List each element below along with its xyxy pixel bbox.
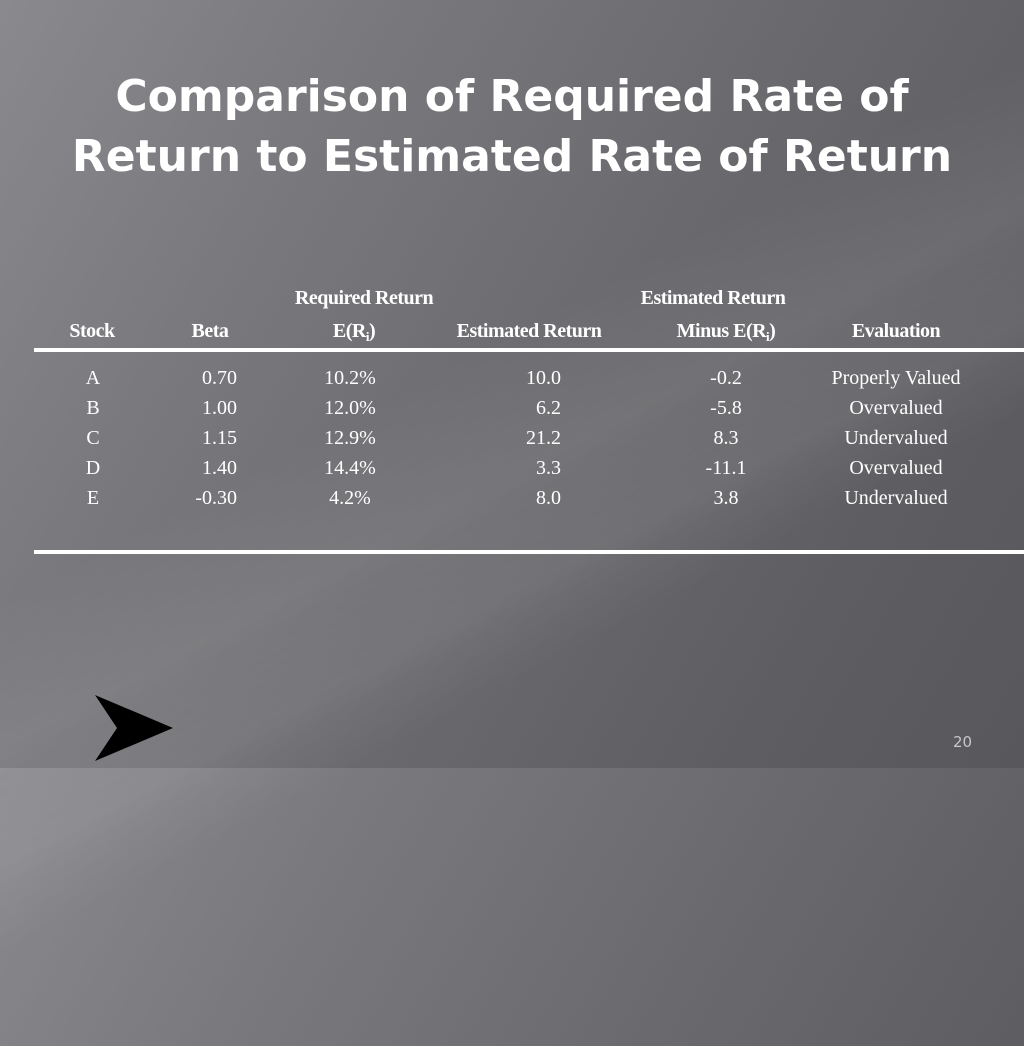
cell-stock: C bbox=[86, 427, 100, 449]
cell-evaluation: Overvalued bbox=[849, 457, 943, 479]
cell-stock: D bbox=[85, 457, 101, 479]
cell-estimated: 21.2 bbox=[526, 427, 561, 449]
cell-diff: -0.2 bbox=[710, 367, 742, 389]
cell-required: 4.2% bbox=[329, 487, 371, 509]
cell-stock: E bbox=[86, 487, 100, 509]
cell-required: 12.0% bbox=[324, 397, 376, 419]
cell-beta: 1.00 bbox=[202, 397, 237, 419]
cell-diff: -11.1 bbox=[705, 457, 747, 479]
cell-beta: 1.15 bbox=[202, 427, 237, 449]
cell-required: 14.4% bbox=[324, 457, 376, 479]
cell-required: 12.9% bbox=[324, 427, 376, 449]
cell-estimated: 6.2 bbox=[536, 397, 561, 419]
slide-title-line-1: Comparison of Required Rate of bbox=[115, 71, 909, 122]
page-number: 20 bbox=[953, 733, 973, 751]
cell-beta: -0.30 bbox=[195, 487, 237, 509]
header-required-line1: Required Return bbox=[294, 287, 434, 309]
arrow-right-icon[interactable] bbox=[95, 695, 175, 761]
header-evaluation: Evaluation bbox=[851, 320, 941, 342]
cell-required: 10.2% bbox=[324, 367, 376, 389]
table-top-rule bbox=[34, 348, 1024, 352]
background-streak bbox=[0, 153, 1024, 1046]
cell-evaluation: Undervalued bbox=[844, 427, 948, 449]
header-beta: Beta bbox=[191, 320, 229, 342]
header-diff-line2: Minus E(Ri) bbox=[676, 320, 776, 344]
cell-evaluation: Properly Valued bbox=[831, 367, 961, 389]
slide-title-line-2: Return to Estimated Rate of Return bbox=[71, 131, 953, 182]
cell-beta: 0.70 bbox=[202, 367, 237, 389]
cell-diff: 8.3 bbox=[713, 427, 739, 449]
cell-estimated: 3.3 bbox=[536, 457, 561, 479]
table-bottom-rule bbox=[34, 550, 1024, 554]
cell-evaluation: Overvalued bbox=[849, 397, 943, 419]
header-stock: Stock bbox=[69, 320, 115, 342]
cell-estimated: 10.0 bbox=[526, 367, 561, 389]
cell-diff: -5.8 bbox=[710, 397, 742, 419]
header-required-line2: E(Ri) bbox=[332, 320, 376, 344]
cell-estimated: 8.0 bbox=[536, 487, 561, 509]
header-estimated: Estimated Return bbox=[456, 320, 602, 342]
cell-evaluation: Undervalued bbox=[844, 487, 948, 509]
header-diff-line1: Estimated Return bbox=[640, 287, 786, 309]
cell-stock: B bbox=[86, 397, 100, 419]
cell-diff: 3.8 bbox=[713, 487, 739, 509]
cell-beta: 1.40 bbox=[202, 457, 237, 479]
cell-stock: A bbox=[85, 367, 101, 389]
